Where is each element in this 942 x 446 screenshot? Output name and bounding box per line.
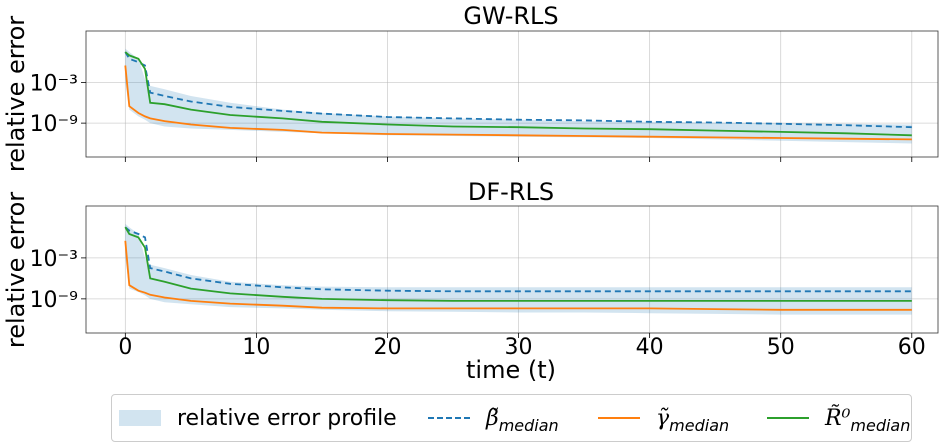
y-ticks: 10⁻³ 10⁻⁹ <box>30 247 86 313</box>
series-line-gamma <box>124 240 912 311</box>
series-line-gamma <box>124 65 912 141</box>
y-tick-label: 10⁻³ <box>30 71 78 96</box>
x-tick-label: 50 <box>767 335 795 360</box>
legend-item-gamma: γ̃median <box>598 395 729 441</box>
panel-title: DF-RLS <box>468 178 554 206</box>
x-tick-label: 30 <box>505 335 533 360</box>
plot-frame <box>85 205 939 334</box>
plot-frame <box>85 30 939 158</box>
legend-swatch-gamma <box>598 417 640 419</box>
legend-item-error-profile: relative error profile <box>119 395 397 441</box>
y-axis-label: relative error <box>2 16 30 172</box>
error-band-layer <box>125 48 912 144</box>
legend-swatch-r0 <box>767 417 809 419</box>
x-tick-label: 20 <box>373 335 401 360</box>
y-tick-label: 10⁻⁹ <box>30 112 78 137</box>
x-tick-label: 0 <box>118 335 132 360</box>
x-tick-label: 10 <box>242 335 270 360</box>
legend-label: γ̃median <box>656 405 730 435</box>
x-tick-label: 40 <box>636 335 664 360</box>
series-line-r0 <box>124 226 912 302</box>
panel-gw-rls: GW-RLS relative error 10⁻³ 10⁻⁹ <box>2 2 939 172</box>
x-tick-marks <box>124 333 913 338</box>
series-layer <box>124 226 912 311</box>
legend-swatch-band <box>119 410 161 426</box>
legend-item-r0: R̃⁰median <box>767 395 910 441</box>
y-tick-label: 10⁻⁹ <box>30 288 78 313</box>
series-layer <box>124 51 912 141</box>
panel-title: GW-RLS <box>463 2 558 30</box>
x-axis-label: time (t) <box>466 356 556 384</box>
y-tick-label: 10⁻³ <box>30 247 78 272</box>
legend: relative error profile β̃median γ̃median… <box>111 394 912 442</box>
gridlines <box>86 31 938 157</box>
error-band <box>125 48 912 144</box>
x-tick-marks <box>124 157 913 162</box>
legend-swatch-beta <box>428 417 470 419</box>
x-tick-labels: 0 10 20 30 40 50 60 <box>118 335 925 360</box>
y-ticks: 10⁻³ 10⁻⁹ <box>30 71 86 137</box>
series-line-beta <box>124 226 912 293</box>
panel-df-rls: DF-RLS relative error 10⁻³ 10⁻⁹ <box>2 178 939 348</box>
legend-label: R̃⁰median <box>825 405 911 435</box>
y-axis-label: relative error <box>2 192 30 348</box>
gridlines <box>86 206 938 333</box>
x-tick-label: 60 <box>898 335 926 360</box>
series-line-r0 <box>124 51 912 137</box>
series-line-beta <box>124 51 912 129</box>
legend-label: β̃median <box>486 405 559 435</box>
legend-item-beta: β̃median <box>428 395 559 441</box>
legend-label: relative error profile <box>177 405 397 431</box>
